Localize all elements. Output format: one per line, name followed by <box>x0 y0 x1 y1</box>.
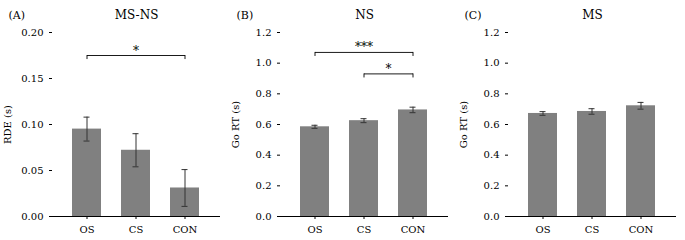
svg-text:1.2: 1.2 <box>256 27 272 38</box>
svg-text:0.8: 0.8 <box>256 88 272 99</box>
svg-text:0.4: 0.4 <box>256 149 272 160</box>
svg-text:1.0: 1.0 <box>484 57 500 68</box>
svg-text:***: *** <box>355 40 373 54</box>
svg-text:Go RT (s): Go RT (s) <box>230 101 241 148</box>
svg-text:OS: OS <box>79 224 94 235</box>
svg-text:OS: OS <box>307 224 322 235</box>
svg-text:CS: CS <box>357 224 372 235</box>
svg-text:0.00: 0.00 <box>21 211 43 222</box>
svg-text:Go RT (s): Go RT (s) <box>458 101 469 148</box>
svg-text:0.0: 0.0 <box>256 211 272 222</box>
svg-text:0.10: 0.10 <box>21 119 43 130</box>
svg-text:*: * <box>133 44 139 58</box>
svg-text:CON: CON <box>173 224 198 235</box>
svg-text:1.0: 1.0 <box>256 57 272 68</box>
svg-text:1.2: 1.2 <box>484 27 500 38</box>
svg-text:0.4: 0.4 <box>484 149 500 160</box>
svg-text:0.8: 0.8 <box>484 88 500 99</box>
svg-text:CS: CS <box>129 224 144 235</box>
svg-text:CON: CON <box>629 224 654 235</box>
svg-text:MS-NS: MS-NS <box>115 8 159 22</box>
svg-text:0.05: 0.05 <box>21 165 43 176</box>
svg-text:0.15: 0.15 <box>21 73 43 84</box>
svg-text:0.6: 0.6 <box>484 119 500 130</box>
svg-text:(C): (C) <box>465 9 482 22</box>
svg-text:CON: CON <box>401 224 426 235</box>
svg-text:0.6: 0.6 <box>256 119 272 130</box>
svg-text:NS: NS <box>355 8 374 22</box>
svg-text:0.20: 0.20 <box>21 27 43 38</box>
svg-text:0.2: 0.2 <box>484 180 500 191</box>
svg-text:0.2: 0.2 <box>256 180 272 191</box>
svg-text:CS: CS <box>585 224 600 235</box>
svg-text:(B): (B) <box>237 9 254 22</box>
svg-text:MS: MS <box>582 8 603 22</box>
svg-text:0.0: 0.0 <box>484 211 500 222</box>
svg-text:OS: OS <box>535 224 550 235</box>
svg-text:(A): (A) <box>9 9 26 22</box>
svg-text:RDE (s): RDE (s) <box>2 105 13 144</box>
svg-text:*: * <box>386 62 392 76</box>
